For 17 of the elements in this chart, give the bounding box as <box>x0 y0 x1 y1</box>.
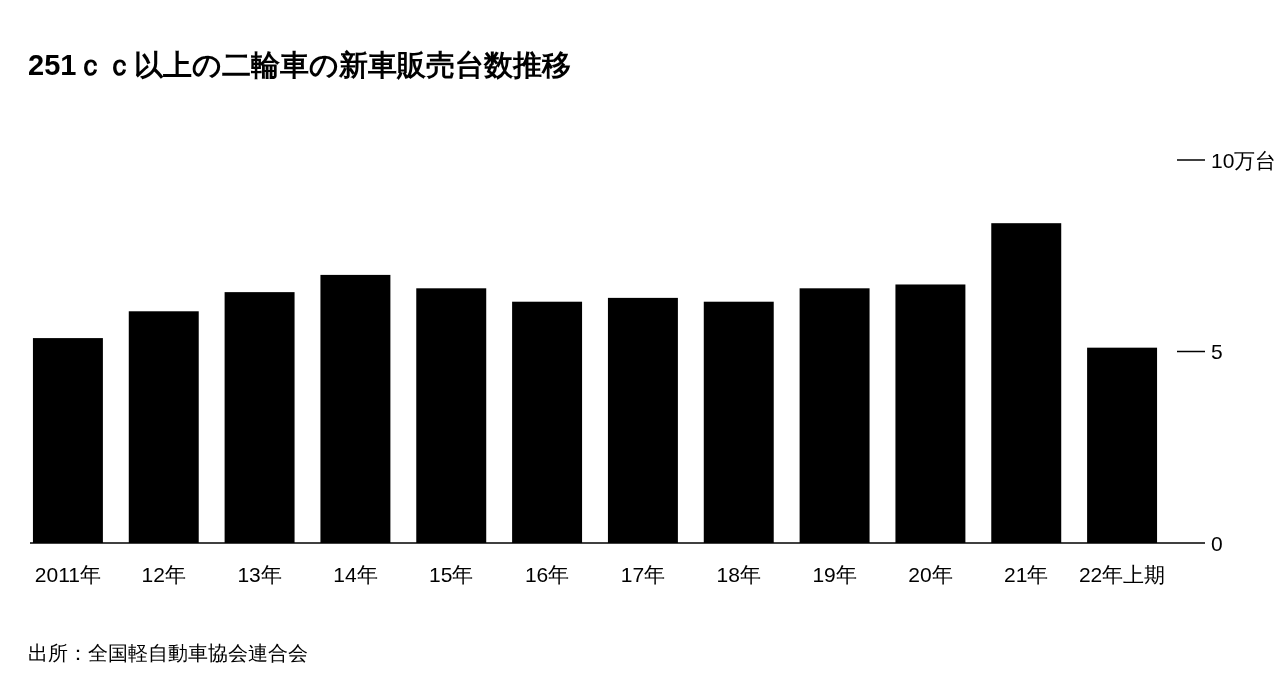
x-tick-label: 18年 <box>716 563 761 586</box>
chart-title: 251ｃｃ以上の二輪車の新車販売台数推移 <box>28 49 572 81</box>
x-tick-label: 17年 <box>620 563 666 586</box>
x-tick-label: 16年 <box>524 563 570 586</box>
x-tick-label: 21年 <box>1004 563 1049 586</box>
y-tick-label: 5 <box>1211 340 1223 363</box>
y-tick-label: 0 <box>1211 531 1223 555</box>
x-tick-label: 13年 <box>237 563 282 586</box>
x-tick-label: 20年 <box>908 563 953 586</box>
y-tick-label: 10万台 <box>1211 148 1277 172</box>
x-tick-label: 19年 <box>812 563 857 586</box>
text: 出所：全国軽自動車協会連合会 <box>28 642 308 664</box>
x-tick-label: 12年 <box>141 563 186 586</box>
x-tick-label: 2011年 <box>34 563 101 586</box>
x-tick-label: 14年 <box>333 563 378 586</box>
x-tick-label: 22年上期 <box>1078 563 1166 586</box>
x-tick-label: 15年 <box>429 563 474 586</box>
